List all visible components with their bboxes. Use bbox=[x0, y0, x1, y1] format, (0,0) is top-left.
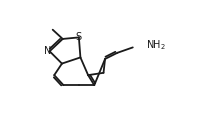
Text: NH$_2$: NH$_2$ bbox=[146, 38, 166, 52]
Text: S: S bbox=[76, 32, 82, 42]
Text: N: N bbox=[44, 46, 52, 56]
